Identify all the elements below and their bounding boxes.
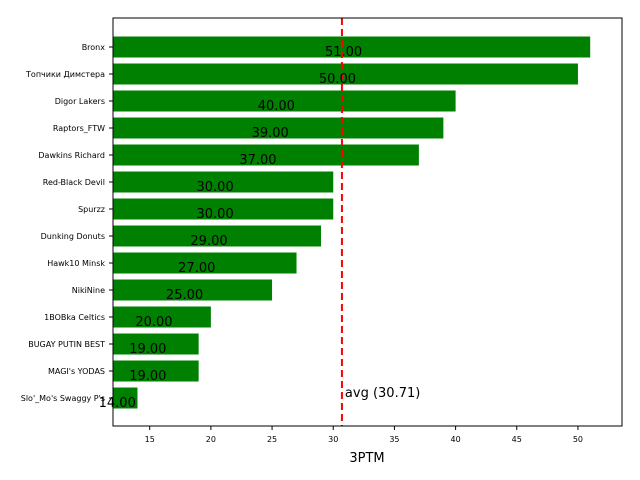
y-tick-label: Red-Black Devil (43, 178, 105, 187)
value-label: 19.00 (129, 342, 166, 357)
bar (113, 198, 334, 220)
bar (113, 387, 138, 409)
y-tick-label: Spurzz (78, 205, 105, 214)
bars-group (113, 36, 591, 409)
y-tick-label: NikiNine (72, 286, 105, 295)
x-tick-label: 30 (328, 435, 338, 444)
y-tick-label: Slo'_Mo's Swaggy P's (21, 394, 105, 403)
bar (113, 63, 578, 85)
value-label: 51.00 (325, 45, 362, 60)
bar (113, 225, 322, 247)
bar (113, 252, 297, 274)
value-label: 14.00 (99, 396, 136, 411)
x-tick-label: 40 (451, 435, 461, 444)
x-tick-label: 25 (267, 435, 277, 444)
y-tick-label: Bronx (82, 43, 106, 52)
bar (113, 279, 273, 301)
value-label: 39.00 (252, 126, 289, 141)
value-label: 19.00 (129, 369, 166, 384)
y-tick-label: Hawk10 Minsk (47, 259, 105, 268)
x-tick-label: 20 (206, 435, 216, 444)
bar (113, 117, 444, 139)
bar (113, 333, 199, 355)
bar (113, 306, 211, 328)
value-label: 29.00 (190, 234, 227, 249)
x-tick-label: 45 (512, 435, 522, 444)
bar (113, 171, 334, 193)
y-tick-label: Dunking Donuts (41, 232, 105, 241)
x-axis-label: 3PTM (349, 451, 384, 466)
bar (113, 90, 456, 112)
value-label: 30.00 (197, 180, 234, 195)
y-tick-label: 1BOBka Celtics (44, 313, 105, 322)
bar (113, 36, 591, 58)
value-label: 37.00 (239, 153, 276, 168)
value-label: 27.00 (178, 261, 215, 276)
value-label: 50.00 (319, 72, 356, 87)
x-tick-label: 50 (573, 435, 583, 444)
value-label: 40.00 (258, 99, 295, 114)
x-tick-label: 35 (389, 435, 399, 444)
value-label: 30.00 (197, 207, 234, 222)
bar (113, 144, 419, 166)
plot-frame (112, 17, 623, 427)
y-tick-label: Dawkins Richard (38, 151, 105, 160)
y-tick-label: MAGI's YODAS (48, 367, 105, 376)
x-tick-label: 15 (145, 435, 155, 444)
value-label: 20.00 (135, 315, 172, 330)
value-labels: 51.00 50.00 40.00 39.00 37.00 30.00 30.00 29.00… (99, 45, 363, 411)
value-label: 25.00 (166, 288, 203, 303)
bar (113, 360, 199, 382)
y-tick-label: BUGAY PUTIN BEST (28, 340, 105, 349)
average-label: avg (30.71) (345, 386, 420, 401)
y-tick-label: Топчики Димстера (25, 70, 105, 79)
y-tick-labels: Bronx Топчики Димстера Digor Lakers Raptors… (21, 43, 113, 403)
y-tick-label: Digor Lakers (55, 97, 105, 106)
x-ticks: 15 20 25 30 35 40 45 50 (145, 426, 583, 444)
y-tick-label: Raptors_FTW (53, 124, 105, 133)
